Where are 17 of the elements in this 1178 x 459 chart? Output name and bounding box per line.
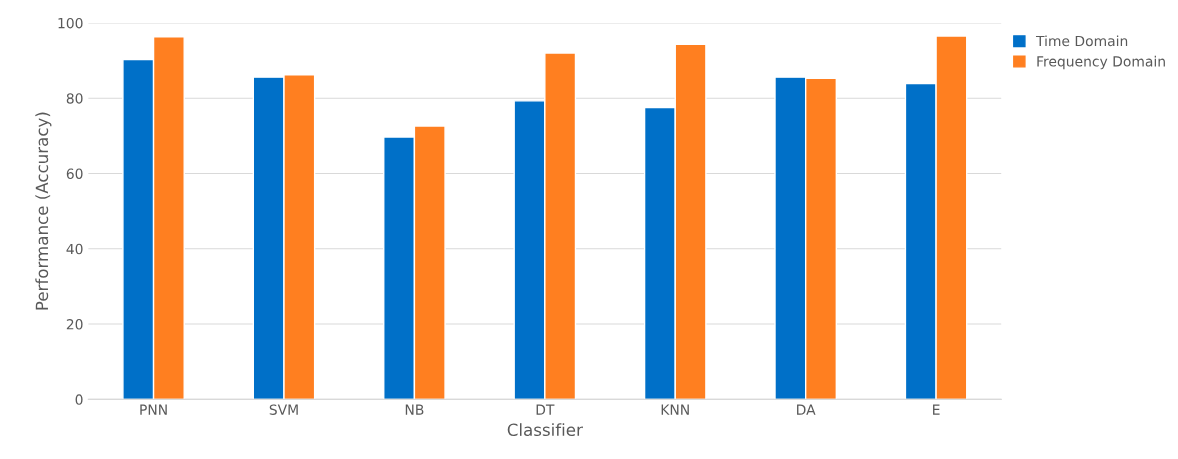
y-tick-label: 20 — [66, 319, 83, 330]
x-tick-label: KNN — [661, 404, 689, 415]
x-axis-title: Classifier — [507, 423, 583, 437]
y-tick-label: 80 — [66, 93, 83, 104]
x-tick-label: DA — [797, 404, 816, 415]
y-tick-label: 60 — [66, 168, 83, 179]
x-tick-label: PNN — [140, 404, 167, 415]
legend-label: Time Domain — [1035, 35, 1128, 47]
x-tick-label: E — [933, 404, 940, 415]
legend-label: Frequency Domain — [1037, 55, 1165, 70]
x-tick-label: DT — [536, 404, 555, 415]
y-tick-label: 0 — [75, 394, 83, 405]
y-tick-label: 40 — [66, 243, 83, 255]
y-axis-title: Performance (Accuracy) — [35, 112, 52, 310]
x-tick-label: NB — [405, 404, 424, 415]
y-tick-label: 100 — [58, 17, 83, 29]
x-tick-label: SVM — [269, 404, 298, 415]
